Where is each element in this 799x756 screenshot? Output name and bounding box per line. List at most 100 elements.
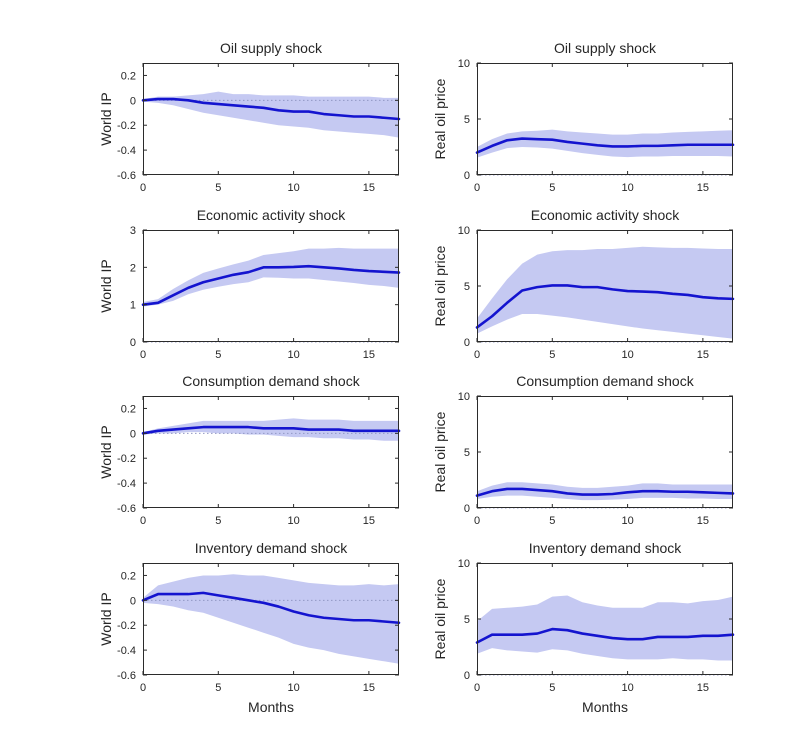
panel-title: Economic activity shock	[530, 207, 680, 223]
x-tick-label: 15	[363, 182, 375, 194]
median-line	[141, 97, 401, 121]
confidence-band	[477, 595, 733, 661]
x-tick-label: 10	[621, 182, 633, 194]
x-tick-label: 0	[140, 349, 146, 361]
x-tick-label: 15	[363, 349, 375, 361]
plot-area: 0 5 10 15 0 5 10	[458, 58, 735, 194]
confidence-band	[143, 574, 399, 664]
axis-frame	[477, 63, 733, 175]
axis-frame	[143, 396, 399, 508]
x-tick-label: 5	[215, 682, 221, 694]
y-tick-label: -0.6	[117, 670, 136, 682]
confidence-band	[143, 247, 399, 307]
x-tick-label: 10	[621, 515, 633, 527]
y-tick-label: 0	[130, 337, 136, 349]
y-axis-label: World IP	[98, 259, 114, 313]
median-line	[141, 425, 401, 435]
median-line	[475, 487, 735, 497]
panel-economic-activity-oil-price: Economic activity shock Real oil price 0…	[432, 207, 735, 361]
y-tick-label: 3	[130, 225, 136, 237]
panel-inventory-demand-oil-price: Inventory demand shock Real oil price 0 5…	[432, 540, 735, 715]
panel-title: Oil supply shock	[554, 40, 656, 56]
x-tick-label: 0	[140, 182, 146, 194]
x-tick-label: 0	[140, 515, 146, 527]
median-line	[141, 591, 401, 625]
y-axis-label: World IP	[98, 425, 114, 479]
y-tick-label: 0	[464, 503, 470, 515]
plot-area: 0 5 10 15 0 5 10	[458, 225, 735, 361]
y-tick-label: 5	[464, 114, 470, 126]
x-tick-label: 10	[287, 349, 299, 361]
y-tick-label: 10	[458, 58, 470, 70]
y-axis-label: Real oil price	[432, 578, 448, 660]
panel-inventory-demand-world-ip: Inventory demand shock World IP 0 5 10 15 -0…	[98, 540, 401, 715]
median-line	[475, 137, 735, 154]
x-tick-label: 0	[474, 682, 480, 694]
x-tick-label: 15	[697, 515, 709, 527]
x-tick-label: 5	[215, 349, 221, 361]
y-tick-label: 0	[130, 428, 136, 440]
x-tick-label: 0	[474, 182, 480, 194]
panel-title: Inventory demand shock	[528, 540, 682, 556]
confidence-band	[477, 246, 733, 339]
x-axis-label: Months	[582, 699, 628, 715]
axis-frame	[143, 230, 399, 342]
panel-consumption-demand-world-ip: Consumption demand shock World IP 0 5 10 15…	[98, 373, 401, 527]
median-line	[475, 627, 735, 644]
y-tick-label: 0.2	[121, 403, 136, 415]
y-tick-label: -0.2	[117, 120, 136, 132]
y-tick-label: 5	[464, 614, 470, 626]
x-tick-label: 15	[697, 682, 709, 694]
plot-area: 0 5 10 15 -0.6 -0.4 -0.2 0 0.2	[117, 563, 401, 694]
y-tick-label: -0.4	[117, 645, 136, 657]
x-tick-label: 5	[215, 515, 221, 527]
panel-oil-supply-oil-price: Oil supply shock Real oil price 0 5 10 15 0 5…	[432, 40, 735, 194]
y-tick-label: -0.2	[117, 453, 136, 465]
y-tick-label: 0	[464, 170, 470, 182]
x-tick-label: 0	[474, 515, 480, 527]
y-tick-label: 10	[458, 558, 470, 570]
y-axis-label: Real oil price	[432, 78, 448, 160]
y-tick-label: 2	[130, 262, 136, 274]
y-tick-label: 0	[130, 95, 136, 107]
y-tick-label: 0	[464, 337, 470, 349]
x-axis-label: Months	[248, 699, 294, 715]
x-tick-label: 15	[697, 349, 709, 361]
y-tick-label: 1	[130, 300, 136, 312]
y-tick-label: 5	[464, 447, 470, 459]
panel-oil-supply-world-ip: Oil supply shock World IP 0 5 10 15 -0.6 -0.4…	[98, 40, 401, 194]
plot-area: 0 5 10 15 0 5 10	[458, 391, 735, 527]
y-tick-label: 0	[464, 670, 470, 682]
y-tick-label: 5	[464, 281, 470, 293]
y-tick-label: -0.6	[117, 503, 136, 515]
confidence-band	[477, 482, 733, 501]
axis-frame	[143, 63, 399, 175]
plot-area: 0 5 10 15 -0.6 -0.4 -0.2 0 0.2	[117, 396, 401, 527]
x-tick-label: 5	[549, 515, 555, 527]
y-tick-label: -0.6	[117, 170, 136, 182]
y-tick-label: -0.2	[117, 620, 136, 632]
median-line	[141, 264, 401, 306]
x-tick-label: 10	[621, 349, 633, 361]
y-tick-label: 10	[458, 225, 470, 237]
x-tick-label: 5	[549, 182, 555, 194]
x-tick-label: 0	[474, 349, 480, 361]
median-line	[475, 284, 735, 329]
plot-area: 0 5 10 15 0 1 2 3	[130, 225, 401, 361]
plot-area: 0 5 10 15 -0.6 -0.4 -0.2 0 0.2	[117, 63, 401, 194]
y-tick-label: -0.4	[117, 478, 136, 490]
panel-economic-activity-world-ip: Economic activity shock World IP 0 5 10 15 0…	[98, 207, 401, 361]
y-tick-label: -0.4	[117, 145, 136, 157]
x-tick-label: 5	[549, 682, 555, 694]
panel-title: Oil supply shock	[220, 40, 322, 56]
panel-title: Inventory demand shock	[194, 540, 348, 556]
x-tick-label: 0	[140, 682, 146, 694]
panel-consumption-demand-oil-price: Consumption demand shock Real oil price …	[432, 373, 735, 527]
axis-frame	[143, 563, 399, 675]
x-tick-label: 10	[287, 182, 299, 194]
y-tick-label: 0.2	[121, 570, 136, 582]
y-axis-label: Real oil price	[432, 245, 448, 327]
x-tick-label: 10	[287, 682, 299, 694]
panel-title: Consumption demand shock	[516, 373, 694, 389]
